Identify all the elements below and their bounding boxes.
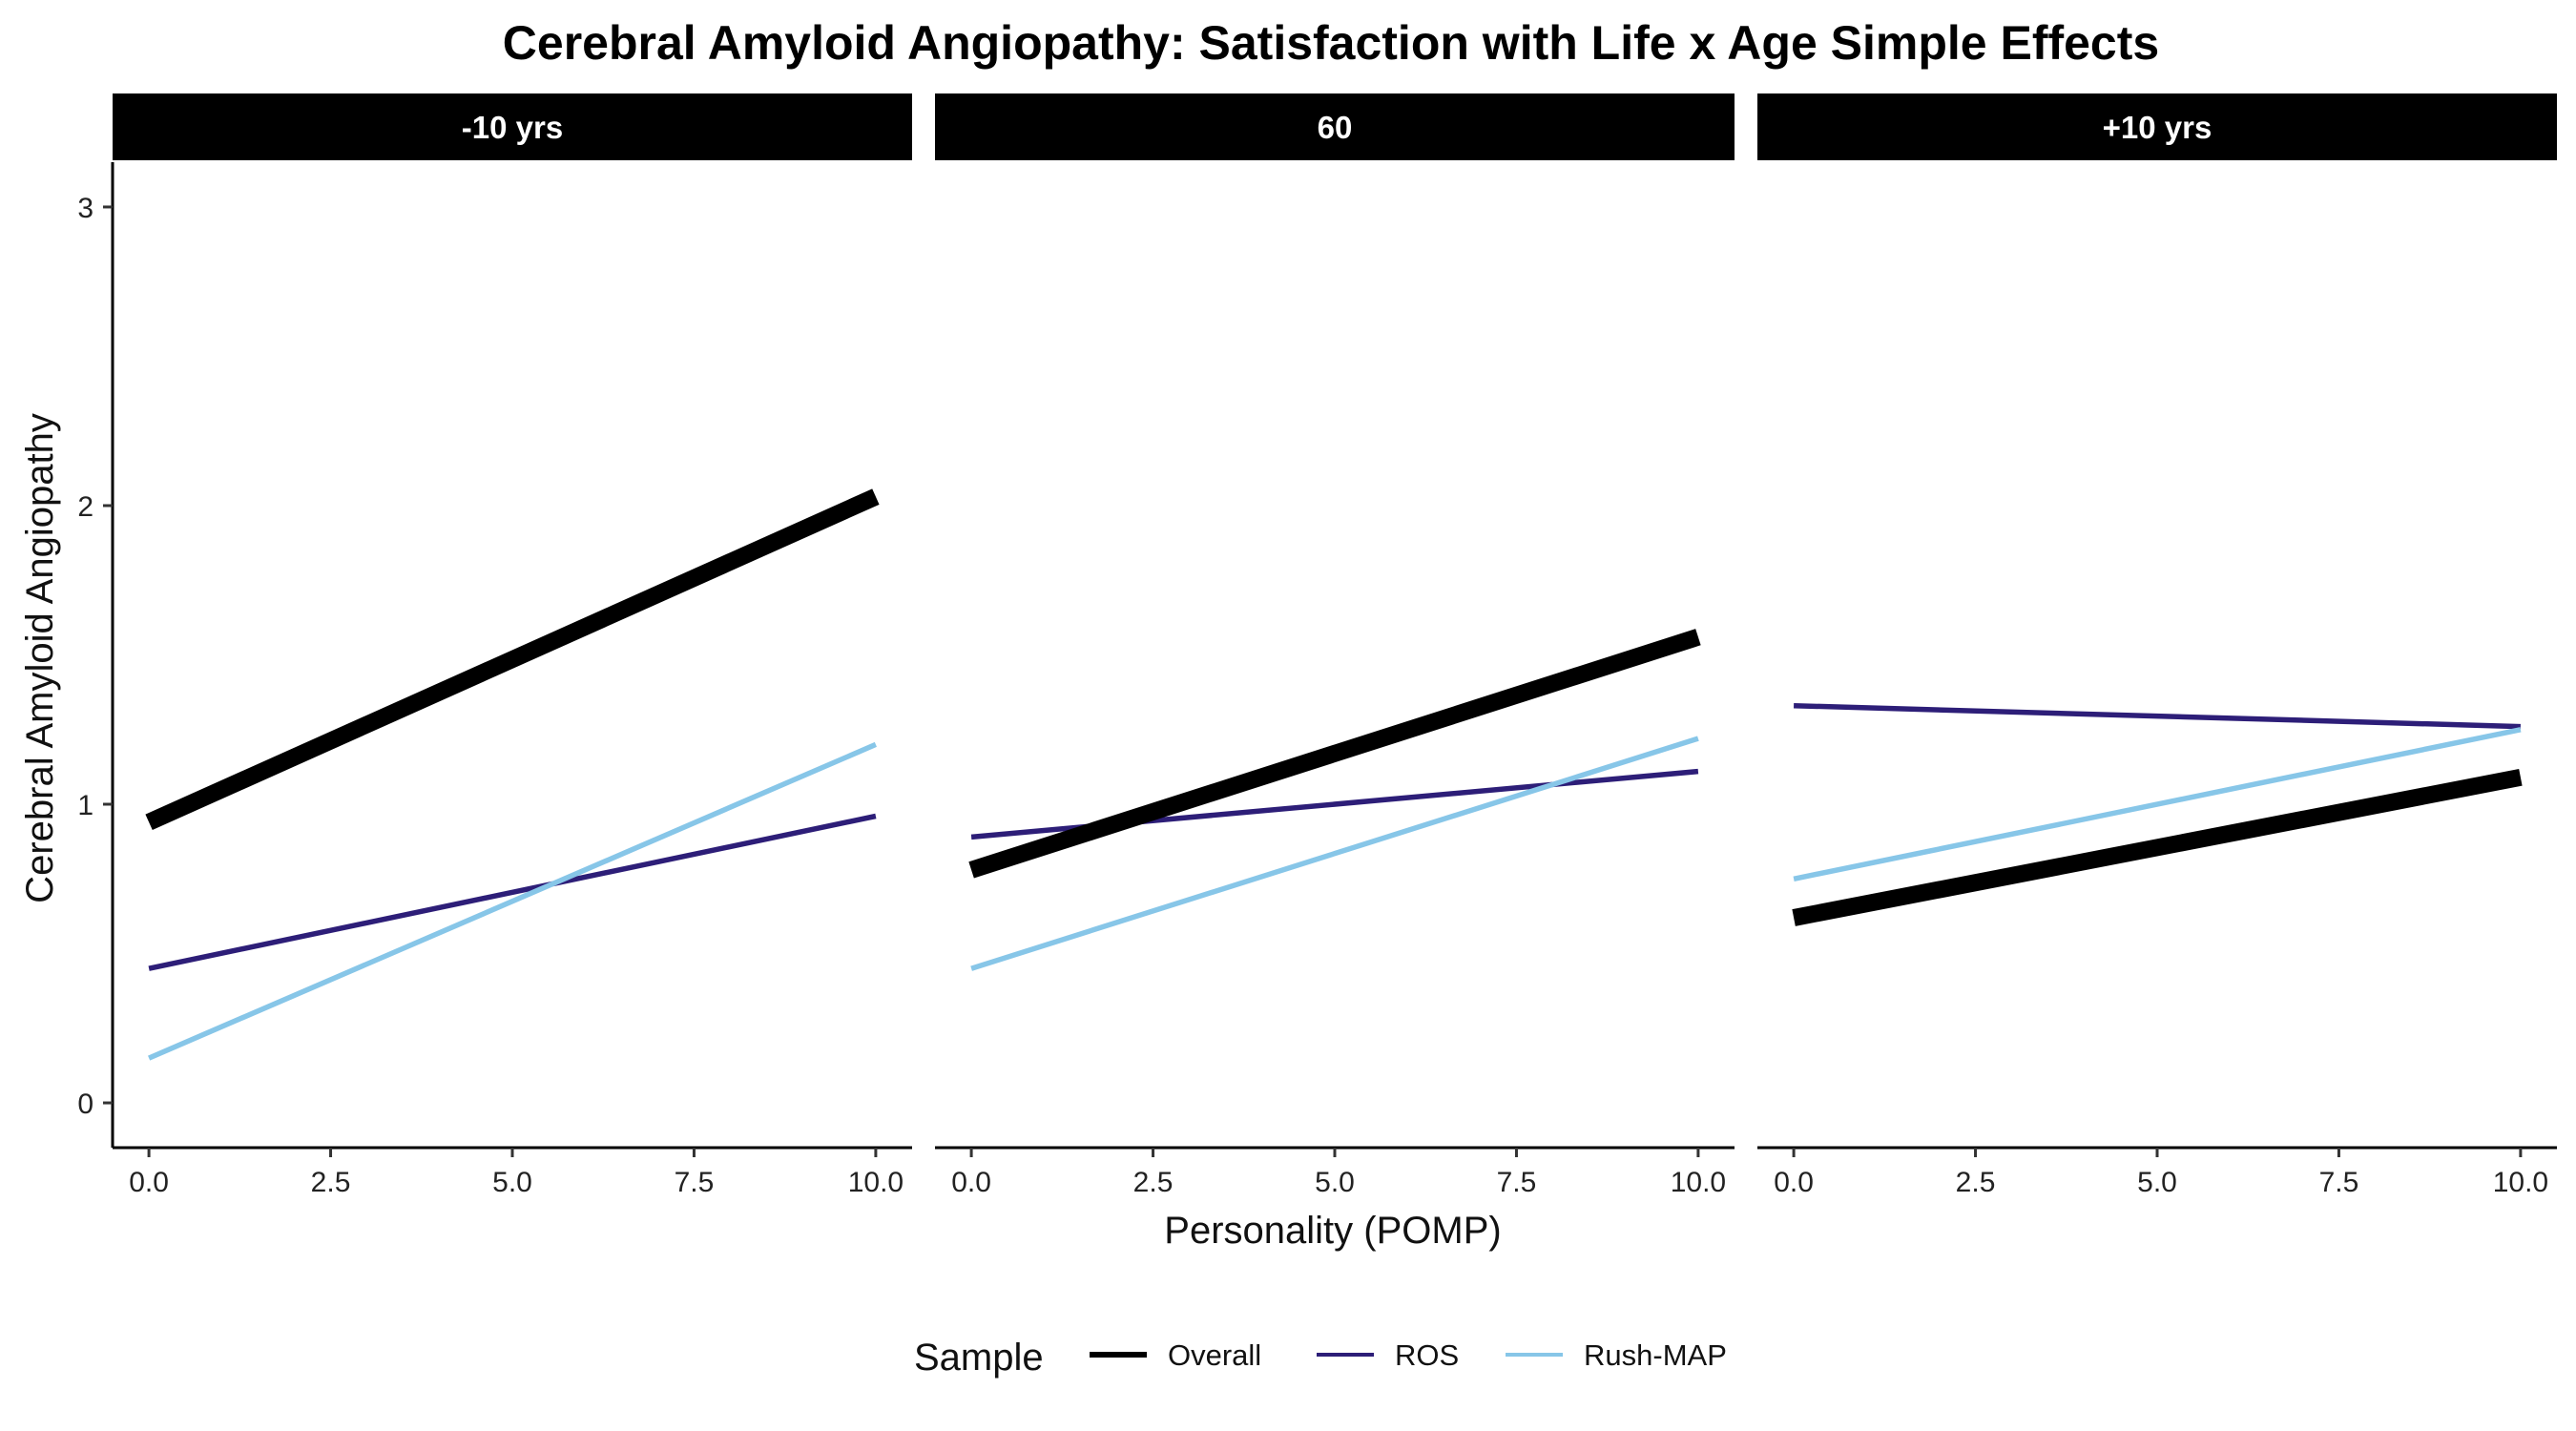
x-tick-label: 2.5 <box>1133 1167 1174 1198</box>
x-tick-label: 7.5 <box>675 1167 715 1198</box>
chart-title: Cerebral Amyloid Angiopathy: Satisfactio… <box>503 16 2159 70</box>
x-tick-label: 0.0 <box>951 1167 991 1198</box>
legend-label: Overall <box>1168 1338 1261 1372</box>
legend-label: Rush-MAP <box>1584 1338 1727 1372</box>
legend-title: Sample <box>914 1337 1044 1379</box>
panel-strip <box>113 93 912 160</box>
y-tick-label: 3 <box>77 193 93 224</box>
series-line-ros <box>1794 702 2521 730</box>
legend-label: ROS <box>1395 1338 1459 1372</box>
y-axis-title: Cerebral Amyloid Angiopathy <box>19 413 61 903</box>
panel-1: 60 0.0 2.5 5.0 7.5 10.0 <box>935 93 1735 1198</box>
panel-strip <box>935 93 1735 160</box>
y-tick-label: 1 <box>77 790 93 821</box>
panel-0: -10 yrs 0.0 2.5 5.0 7.5 10.0 0 1 2 3 <box>77 93 912 1198</box>
x-tick-label: 5.0 <box>1315 1167 1355 1198</box>
x-tick-label: 7.5 <box>1497 1167 1537 1198</box>
series-line-rush-map <box>148 741 877 1061</box>
panel-2: +10 yrs 0.0 2.5 5.0 7.5 10.0 <box>1757 93 2557 1198</box>
x-tick-label: 0.0 <box>129 1167 169 1198</box>
y-tick-label: 2 <box>77 491 93 523</box>
series-line-ros <box>148 813 877 971</box>
panel-strip-label: 60 <box>1318 110 1353 145</box>
series-line-overall <box>968 629 1701 879</box>
panel-strip-label: -10 yrs <box>462 110 563 145</box>
series-line-rush-map <box>970 736 1699 971</box>
panels: -10 yrs 0.0 2.5 5.0 7.5 10.0 0 1 2 3 60 0.0 2.5 5.0 7.… <box>77 93 2557 1198</box>
x-axis-title: Personality (POMP) <box>1164 1210 1501 1252</box>
legend: Sample Overall ROS Rush-MAP <box>914 1337 1727 1379</box>
y-tick-label: 0 <box>77 1089 93 1120</box>
x-tick-label: 10.0 <box>2493 1167 2548 1198</box>
x-tick-label: 7.5 <box>2319 1167 2359 1198</box>
x-tick-label: 10.0 <box>848 1167 904 1198</box>
x-tick-label: 2.5 <box>1956 1167 1996 1198</box>
x-tick-label: 10.0 <box>1671 1167 1726 1198</box>
series-line-overall <box>1792 768 2523 926</box>
series-line-rush-map <box>1793 727 2522 881</box>
x-tick-label: 5.0 <box>492 1167 532 1198</box>
panel-strip-label: +10 yrs <box>2103 110 2212 145</box>
series-line-overall <box>145 488 880 831</box>
x-tick-label: 0.0 <box>1774 1167 1814 1198</box>
x-tick-label: 5.0 <box>2137 1167 2177 1198</box>
x-tick-label: 2.5 <box>311 1167 351 1198</box>
panel-strip <box>1757 93 2557 160</box>
